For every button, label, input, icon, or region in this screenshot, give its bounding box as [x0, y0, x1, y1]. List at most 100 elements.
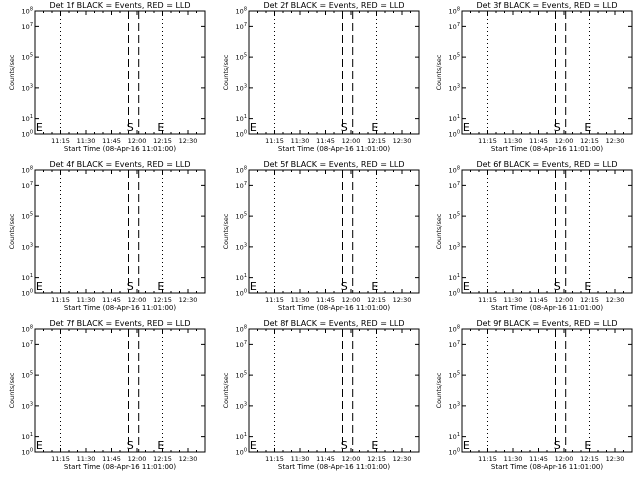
y-tick-base: 10 — [22, 23, 30, 31]
x-tick-label: 12:30 — [606, 137, 625, 145]
y-tick-base: 10 — [449, 8, 457, 16]
y-tick-base: 10 — [449, 213, 457, 221]
event-marker-e: E — [584, 280, 591, 293]
y-tick-exp: 3 — [30, 242, 33, 248]
x-tick-label: 12:30 — [393, 455, 412, 463]
y-tick-base: 10 — [236, 54, 244, 62]
y-tick-base: 10 — [449, 182, 457, 190]
y-tick-base: 10 — [22, 449, 30, 457]
event-marker-e: E — [157, 121, 164, 134]
y-tick-exp: 8 — [244, 7, 247, 13]
x-tick-label: 11:30 — [291, 455, 310, 463]
x-tick-label: 12:15 — [580, 296, 599, 304]
y-tick-label: 108 — [22, 7, 33, 16]
x-tick-label: 12:15 — [580, 455, 599, 463]
detector-panel: Det 9f BLACK = Events, RED = LLD 11:15 11:… — [435, 319, 633, 471]
y-tick-base: 10 — [449, 372, 457, 380]
y-tick-base: 10 — [236, 449, 244, 457]
x-tick-label: 12:15 — [367, 296, 386, 304]
y-tick-exp: 8 — [30, 166, 33, 172]
y-tick-label: 103 — [236, 242, 247, 251]
y-tick-exp: 3 — [244, 242, 247, 248]
y-tick-exp: 8 — [244, 166, 247, 172]
event-marker-e: E — [36, 121, 43, 134]
y-tick-label: 107 — [449, 181, 460, 190]
y-tick-label: 107 — [22, 181, 33, 190]
event-marker-e: E — [584, 121, 591, 134]
y-tick-label: 105 — [22, 371, 33, 380]
y-tick-exp: 7 — [457, 340, 460, 346]
y-tick-base: 10 — [449, 167, 457, 175]
y-tick-exp: 7 — [30, 181, 33, 187]
event-marker-s: S — [341, 439, 348, 452]
x-tick-label: 11:30 — [77, 455, 96, 463]
y-tick-label: 100 — [236, 448, 247, 457]
y-tick-exp: 0 — [244, 448, 247, 454]
y-tick-label: 107 — [449, 340, 460, 349]
y-tick-base: 10 — [236, 115, 244, 123]
y-tick-exp: 1 — [244, 114, 247, 120]
y-tick-exp: 8 — [30, 7, 33, 13]
y-tick-exp: 8 — [457, 325, 460, 331]
x-tick-label: 11:45 — [102, 455, 121, 463]
y-tick-exp: 0 — [457, 448, 460, 454]
y-tick-label: 103 — [449, 242, 460, 251]
x-tick-label: 11:30 — [504, 455, 523, 463]
event-marker-s: S — [341, 280, 348, 293]
x-tick-label: 11:15 — [265, 296, 284, 304]
x-axis-label: Start Time (08-Apr-16 11:01:00) — [278, 463, 390, 471]
y-tick-base: 10 — [236, 84, 244, 92]
x-tick-label: 11:30 — [77, 296, 96, 304]
y-tick-exp: 0 — [244, 130, 247, 136]
y-tick-exp: 5 — [457, 53, 460, 59]
x-tick-label: 12:15 — [367, 137, 386, 145]
detector-panel: Det 2f BLACK = Events, RED = LLD 11:15 11:… — [222, 1, 420, 153]
detector-panel: Det 8f BLACK = Events, RED = LLD 11:15 11:… — [222, 319, 420, 471]
x-tick-label: 11:15 — [51, 296, 70, 304]
x-tick-label: 12:30 — [606, 455, 625, 463]
y-tick-label: 108 — [236, 325, 247, 334]
y-tick-label: 103 — [22, 401, 33, 410]
y-tick-exp: 8 — [244, 325, 247, 331]
event-marker-e: E — [463, 121, 470, 134]
y-axis-label: Counts/sec — [8, 54, 16, 90]
event-marker-e: E — [250, 121, 257, 134]
y-tick-label: 100 — [236, 130, 247, 139]
y-tick-label: 101 — [449, 273, 460, 282]
y-tick-base: 10 — [449, 23, 457, 31]
y-tick-label: 105 — [449, 53, 460, 62]
event-marker-s: S — [341, 121, 348, 134]
y-tick-exp: 8 — [457, 7, 460, 13]
panel-title: Det 6f BLACK = Events, RED = LLD — [476, 160, 617, 169]
x-tick-label: 11:15 — [51, 137, 70, 145]
event-marker-e: E — [371, 280, 378, 293]
x-tick-label: 11:45 — [316, 137, 335, 145]
y-tick-exp: 7 — [244, 340, 247, 346]
y-tick-label: 103 — [236, 83, 247, 92]
x-tick-label: 12:15 — [153, 296, 172, 304]
y-tick-exp: 5 — [30, 371, 33, 377]
detector-panel: Det 5f BLACK = Events, RED = LLD 11:15 11:… — [222, 160, 420, 312]
y-tick-base: 10 — [22, 84, 30, 92]
y-axis-label: Counts/sec — [435, 54, 443, 90]
panel-title: Det 5f BLACK = Events, RED = LLD — [263, 160, 404, 169]
y-tick-base: 10 — [22, 372, 30, 380]
y-tick-exp: 1 — [30, 273, 33, 279]
y-tick-base: 10 — [449, 433, 457, 441]
event-marker-s: S — [127, 121, 134, 134]
y-tick-exp: 1 — [244, 273, 247, 279]
detector-panel: Det 6f BLACK = Events, RED = LLD 11:15 11:… — [435, 160, 633, 312]
y-tick-label: 100 — [22, 448, 33, 457]
x-tick-label: 12:15 — [153, 137, 172, 145]
y-tick-base: 10 — [449, 290, 457, 298]
y-tick-base: 10 — [236, 372, 244, 380]
y-tick-label: 108 — [236, 7, 247, 16]
y-tick-label: 108 — [449, 7, 460, 16]
y-tick-base: 10 — [22, 274, 30, 282]
x-tick-label: 11:45 — [529, 296, 548, 304]
y-axis-label: Counts/sec — [222, 54, 230, 90]
y-tick-base: 10 — [22, 326, 30, 334]
event-marker-e: E — [584, 439, 591, 452]
event-marker-s: S — [554, 439, 561, 452]
x-axis-label: Start Time (08-Apr-16 11:01:00) — [491, 304, 603, 312]
